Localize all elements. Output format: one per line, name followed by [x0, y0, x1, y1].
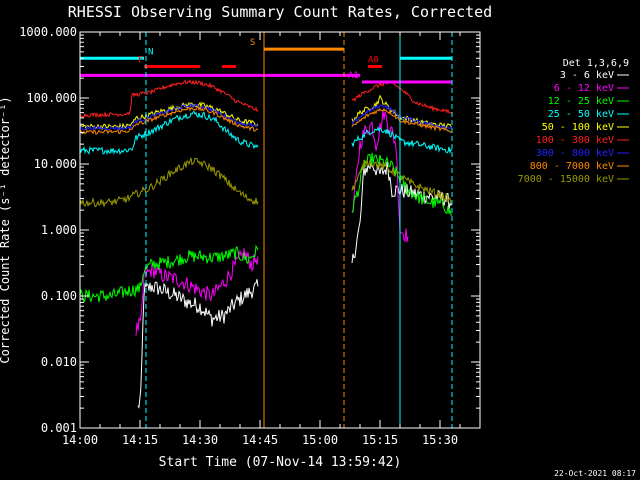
legend-entry-6: 300 - 800 keV — [536, 148, 614, 159]
series-line-2-seg-0 — [79, 244, 259, 304]
series-line-7-seg-0 — [79, 105, 259, 135]
x-tick-label-6: 15:30 — [422, 433, 458, 447]
marker-label-4: A0 — [368, 56, 379, 66]
axes: 1000.000 100.000 10.000 1.000 0.100 0.010 0.00… — [19, 25, 481, 447]
x-tick-label-3: 14:45 — [242, 433, 278, 447]
series-line-1-seg-0 — [135, 248, 259, 336]
footer-timestamp: 22-Oct-2021 08:17 — [554, 469, 636, 478]
series-line-6-seg-0 — [79, 103, 259, 131]
x-axis-label: Start Time (07-Nov-14 13:59:42) — [159, 455, 402, 470]
legend-entry-8: 7000 - 15000 keV — [518, 174, 614, 185]
marker-label-7: A1 — [348, 71, 359, 81]
chart-title: RHESSI Observing Summary Count Rates, Co… — [68, 3, 492, 21]
marker-label-2: F — [138, 56, 143, 66]
series-line-2-seg-1 — [351, 152, 453, 217]
x-tick-label-1: 14:15 — [122, 433, 158, 447]
series-line-4-seg-1 — [351, 94, 453, 130]
legend-entry-1: 6 - 12 keV — [554, 83, 614, 94]
legend: Det 1,3,6,93 - 6 keV 6 - 12 keV 12 - 25 ke… — [518, 58, 629, 185]
plot-data-layer — [79, 79, 453, 409]
series-line-5-seg-1 — [351, 80, 453, 114]
marker-label-5: S — [250, 38, 255, 48]
legend-entry-0: 3 - 6 keV — [560, 70, 614, 81]
marker-label-0: N — [148, 47, 153, 57]
y-tick-label-1: 100.000 — [26, 91, 77, 105]
legend-entry-3: 25 - 50 keV — [548, 109, 614, 120]
instrument-state-markers: NF A0 S A1 — [80, 32, 453, 428]
series-line-0-seg-1 — [351, 161, 453, 264]
series-line-8-seg-1 — [351, 159, 453, 205]
y-tick-label-3: 1.000 — [41, 223, 77, 237]
series-line-0-seg-0 — [137, 279, 259, 409]
y-tick-label-2: 10.000 — [34, 157, 77, 171]
series-line-8-seg-0 — [79, 157, 259, 208]
legend-title: Det 1,3,6,9 — [563, 58, 629, 69]
legend-entry-4: 50 - 100 keV — [542, 122, 614, 133]
legend-entry-7: 800 - 7000 keV — [530, 161, 614, 172]
y-tick-label-6: 0.001 — [41, 421, 77, 435]
series-line-3-seg-1 — [351, 125, 453, 155]
y-tick-label-0: 1000.000 — [19, 25, 77, 39]
legend-entry-2: 12 - 25 keV — [548, 96, 614, 107]
series-line-4-seg-0 — [79, 101, 259, 131]
series-line-7-seg-1 — [351, 107, 453, 133]
y-tick-label-4: 0.100 — [41, 289, 77, 303]
x-tick-label-2: 14:30 — [182, 433, 218, 447]
y-tick-label-5: 0.010 — [41, 355, 77, 369]
series-line-1-seg-1 — [351, 109, 409, 243]
x-tick-label-5: 15:15 — [362, 433, 398, 447]
y-axis-label: Corrected Count Rate (s⁻¹ detector⁻¹) — [0, 96, 12, 363]
series-line-5-seg-0 — [79, 79, 259, 119]
series-line-3-seg-0 — [79, 110, 259, 156]
series-line-6-seg-1 — [351, 104, 453, 130]
x-tick-label-4: 15:00 — [302, 433, 338, 447]
x-tick-label-0: 14:00 — [62, 433, 98, 447]
legend-entry-5: 100 - 300 keV — [536, 135, 614, 146]
